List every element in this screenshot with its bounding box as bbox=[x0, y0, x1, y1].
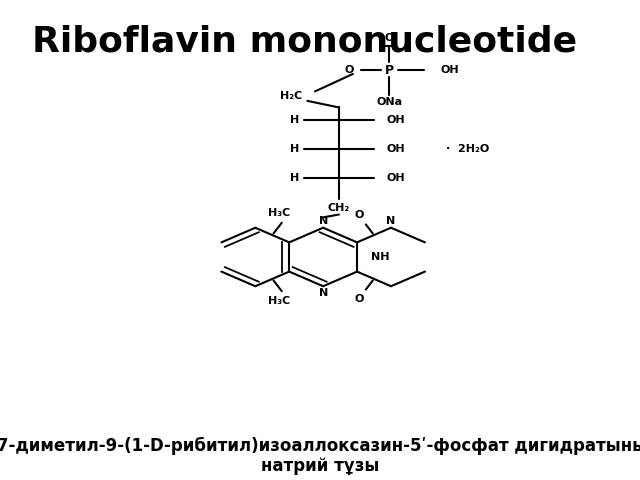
Text: Riboflavin mononucleotide: Riboflavin mononucleotide bbox=[32, 24, 577, 58]
Text: N: N bbox=[387, 216, 396, 226]
Text: O: O bbox=[354, 293, 364, 303]
Text: H₃C: H₃C bbox=[268, 208, 291, 218]
Text: натрий тұзы: натрий тұзы bbox=[261, 456, 379, 475]
Text: O: O bbox=[385, 33, 394, 43]
Text: O: O bbox=[354, 210, 364, 220]
Text: NH: NH bbox=[371, 252, 390, 262]
Text: ONa: ONa bbox=[376, 97, 403, 107]
Text: N: N bbox=[319, 288, 328, 298]
Text: N: N bbox=[319, 216, 328, 226]
Text: OH: OH bbox=[387, 173, 405, 183]
Text: P: P bbox=[385, 64, 394, 77]
Text: OH: OH bbox=[387, 115, 405, 125]
Text: CH₂: CH₂ bbox=[328, 204, 350, 214]
Text: OH: OH bbox=[440, 65, 459, 75]
Text: OH: OH bbox=[387, 144, 405, 154]
Text: ·  2H₂O: · 2H₂O bbox=[446, 144, 490, 154]
Text: 6,7-диметил-9-(1-D-рибитил)изоаллоксазин-5ʹ-фосфат дигидратының: 6,7-диметил-9-(1-D-рибитил)изоаллоксазин… bbox=[0, 437, 640, 456]
Text: H₃C: H₃C bbox=[268, 296, 291, 306]
Text: H: H bbox=[290, 115, 300, 125]
Text: H: H bbox=[290, 144, 300, 154]
Text: H: H bbox=[290, 173, 300, 183]
Text: O: O bbox=[345, 65, 354, 75]
Text: H₂C: H₂C bbox=[280, 91, 302, 101]
